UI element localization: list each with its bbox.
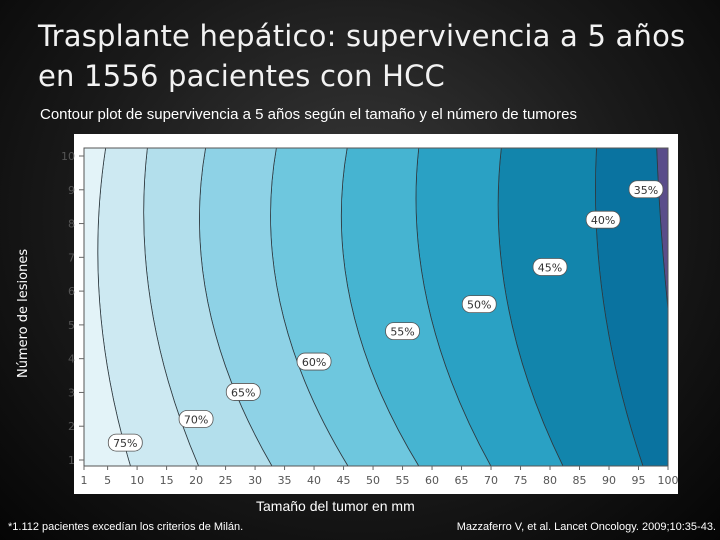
- x-tick-label: 85: [573, 474, 587, 487]
- citation: Mazzaferro V, et al. Lancet Oncology. 20…: [456, 521, 716, 533]
- y-tick-label: 1: [68, 454, 75, 467]
- contour-label: 45%: [538, 261, 562, 274]
- contour-label-badge: [628, 180, 664, 199]
- contour-label: 50%: [467, 299, 491, 312]
- x-tick-label: 1: [81, 474, 88, 487]
- contour-label-badge: [296, 352, 332, 371]
- footnote: *1.112 pacientes excedían los criterios …: [8, 521, 244, 533]
- x-tick-label: 40: [307, 474, 321, 487]
- x-tick-label: 30: [248, 474, 262, 487]
- x-tick-label: 80: [543, 474, 557, 487]
- slide-title: Trasplante hepático: supervivencia a 5 a…: [38, 16, 708, 96]
- x-tick-label: 95: [632, 474, 646, 487]
- x-tick-label: 60: [425, 474, 439, 487]
- x-tick-label: 65: [455, 474, 469, 487]
- y-tick-label: 6: [68, 285, 75, 298]
- x-tick-label: 20: [189, 474, 203, 487]
- contour-label: 60%: [302, 356, 326, 369]
- contour-label-badge: [178, 410, 214, 428]
- contour-label: 40%: [591, 214, 615, 227]
- x-tick-label: 50: [366, 474, 380, 487]
- contour-chart: 1 2 3 4 5 6 7 8 9 10 1 5 10 15 20 25 30 35 40 45 50 55 60 65 70 7…: [46, 134, 679, 494]
- contour-label-badge: [385, 322, 420, 341]
- y-tick-label: 8: [68, 218, 75, 231]
- x-tick-label: 100: [658, 474, 679, 487]
- contour-label: 75%: [113, 437, 137, 450]
- contour-label-badge: [225, 383, 261, 401]
- contour-label: 65%: [231, 386, 255, 399]
- contour-band: [84, 148, 131, 466]
- y-tick-label: 9: [68, 184, 75, 197]
- y-tick-label: 10: [61, 150, 75, 163]
- x-tick-label: 10: [130, 474, 144, 487]
- y-tick-label: 4: [68, 353, 75, 366]
- x-tick-label: 15: [160, 474, 174, 487]
- x-tick-label: 45: [337, 474, 351, 487]
- y-tick-label: 3: [68, 386, 75, 399]
- plot-border: [83, 147, 669, 467]
- x-axis-label: Tamaño del tumor en mm: [256, 498, 415, 514]
- contour-label-badge: [585, 210, 621, 229]
- chart-subtitle: Contour plot de supervivencia a 5 años s…: [40, 106, 577, 123]
- x-tick-label: 70: [484, 474, 498, 487]
- contour-label-badge: [461, 295, 497, 314]
- contour-label-badge: [532, 258, 568, 276]
- y-tick-label: 5: [68, 319, 75, 332]
- y-tick-label: 7: [68, 251, 75, 264]
- slide-title-line-2: en 1556 pacientes con HCC: [38, 59, 445, 93]
- contour-label: 55%: [390, 326, 414, 339]
- x-tick-label: 75: [514, 474, 528, 487]
- slide-title-line-1: Trasplante hepático: supervivencia a 5 a…: [38, 19, 686, 53]
- contour-label: 35%: [634, 184, 658, 197]
- y-axis-label: Número de lesiones: [16, 248, 31, 378]
- x-tick-label: 90: [602, 474, 616, 487]
- x-tick-label: 55: [396, 474, 410, 487]
- contour-label-badge: [107, 433, 143, 452]
- x-tick-label: 5: [104, 474, 111, 487]
- contour-label: 70%: [184, 413, 208, 426]
- y-tick-label: 2: [68, 420, 75, 433]
- contour-bands: [84, 148, 668, 466]
- x-tick-label: 25: [219, 474, 233, 487]
- x-tick-label: 35: [278, 474, 292, 487]
